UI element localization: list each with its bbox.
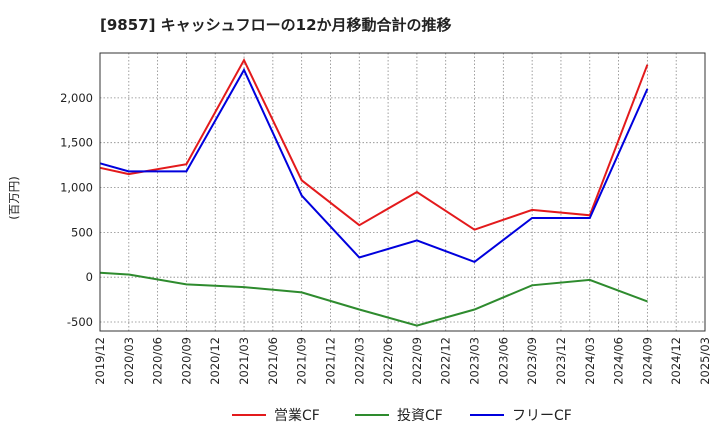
x-tick-label: 2019/12: [93, 337, 107, 385]
x-tick-label: 2024/12: [669, 337, 683, 385]
y-tick-label: 1,000: [60, 181, 93, 195]
x-tick-label: 2023/03: [468, 337, 482, 385]
y-tick-label: 1,500: [60, 136, 93, 150]
x-tick-label: 2021/12: [323, 337, 337, 385]
x-tick-label: 2024/03: [583, 337, 597, 385]
x-tick-label: 2024/06: [612, 337, 626, 385]
series-line-投資CF: [99, 271, 648, 327]
x-tick-label: 2022/12: [439, 337, 453, 385]
legend-label: 投資CF: [397, 408, 443, 424]
x-tick-label: 2021/06: [266, 337, 280, 385]
y-tick-label: 2,000: [60, 91, 93, 105]
y-tick-label: -500: [67, 315, 93, 329]
y-axis-label: (百万円): [7, 176, 21, 219]
series-line-営業CF: [99, 58, 649, 231]
x-tick-label: 2021/03: [237, 337, 251, 385]
legend-label: フリーCF: [512, 408, 572, 424]
x-tick-label: 2020/09: [179, 337, 193, 385]
legend-label: 営業CF: [274, 408, 320, 424]
x-tick-label: 2022/06: [381, 337, 395, 385]
x-tick-label: 2021/09: [295, 337, 309, 385]
x-tick-label: 2023/09: [525, 337, 539, 385]
x-tick-label: 2025/03: [698, 337, 712, 385]
x-tick-label: 2024/09: [640, 337, 654, 385]
x-tick-label: 2020/12: [208, 337, 222, 385]
chart-title: [9857] キャッシュフローの12か月移動合計の推移: [100, 16, 452, 34]
plot-frame: [99, 52, 706, 332]
x-tick-label: 2020/03: [122, 337, 136, 385]
x-tick-label: 2022/03: [352, 337, 366, 385]
x-tick-label: 2020/06: [151, 337, 165, 385]
x-tick-label: 2023/06: [496, 337, 510, 385]
y-tick-label: 500: [71, 225, 93, 239]
series-line-フリーCF: [99, 67, 649, 264]
x-tick-label: 2023/12: [554, 337, 568, 385]
x-tick-label: 2022/09: [410, 337, 424, 385]
y-tick-label: 0: [86, 270, 93, 284]
